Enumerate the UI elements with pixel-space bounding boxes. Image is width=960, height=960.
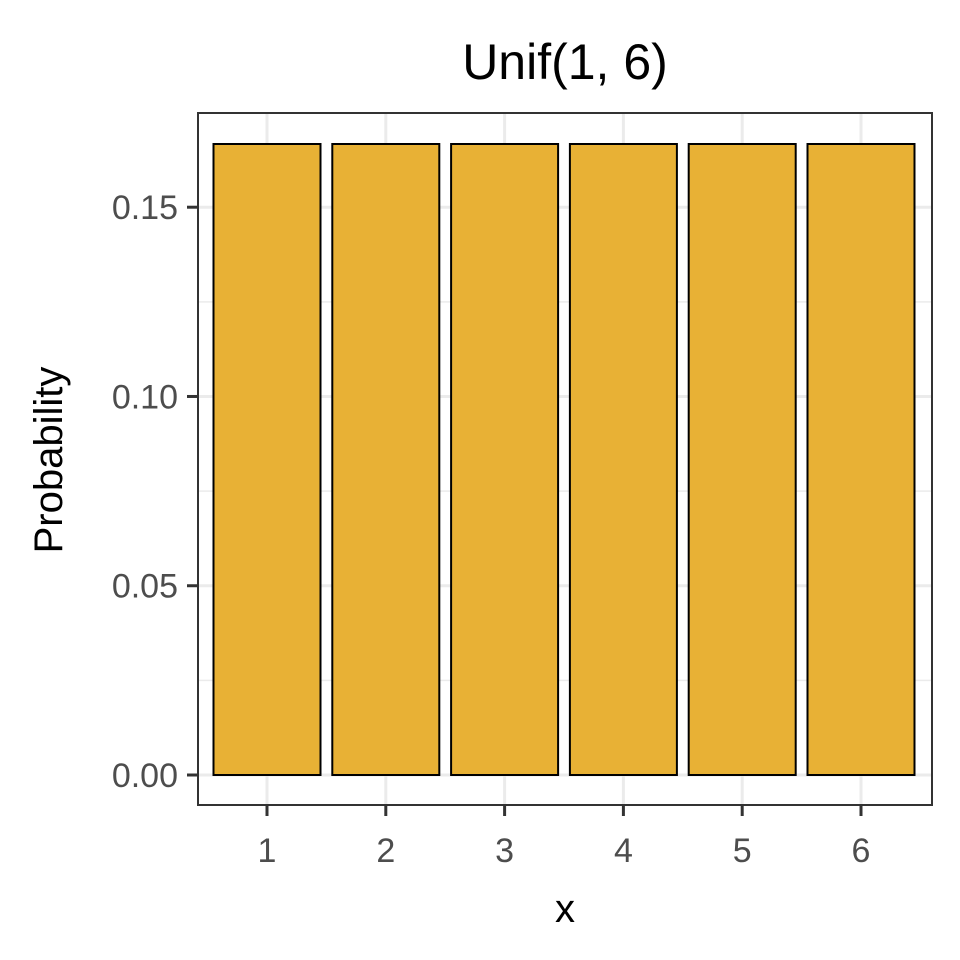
chart-title: Unif(1, 6): [462, 34, 668, 90]
y-tick-label: 0.10: [112, 378, 178, 416]
bar-3: [450, 143, 560, 776]
bar-4: [568, 143, 678, 776]
x-tick-label: 2: [376, 832, 395, 870]
y-tick-label: 0.15: [112, 189, 178, 227]
bars: [212, 143, 916, 776]
bar-2: [331, 143, 441, 776]
x-tick-label: 5: [733, 832, 752, 870]
bar-5: [687, 143, 797, 776]
y-axis-title: Probability: [27, 367, 71, 554]
y-tick-label: 0.05: [112, 568, 178, 606]
y-axis-ticks: 0.00 0.05 0.10 0.15: [112, 189, 198, 795]
panel-border: [197, 112, 933, 806]
x-axis-title: x: [555, 887, 575, 931]
x-tick-label: 3: [495, 832, 514, 870]
x-axis-ticks: 1 2 3 4 5 6: [258, 805, 871, 870]
y-tick-label: 0.00: [112, 757, 178, 795]
x-tick-label: 1: [258, 832, 277, 870]
x-tick-label: 4: [614, 832, 633, 870]
x-tick-label: 6: [852, 832, 871, 870]
bar-1: [212, 143, 322, 776]
bar-6: [806, 143, 916, 776]
